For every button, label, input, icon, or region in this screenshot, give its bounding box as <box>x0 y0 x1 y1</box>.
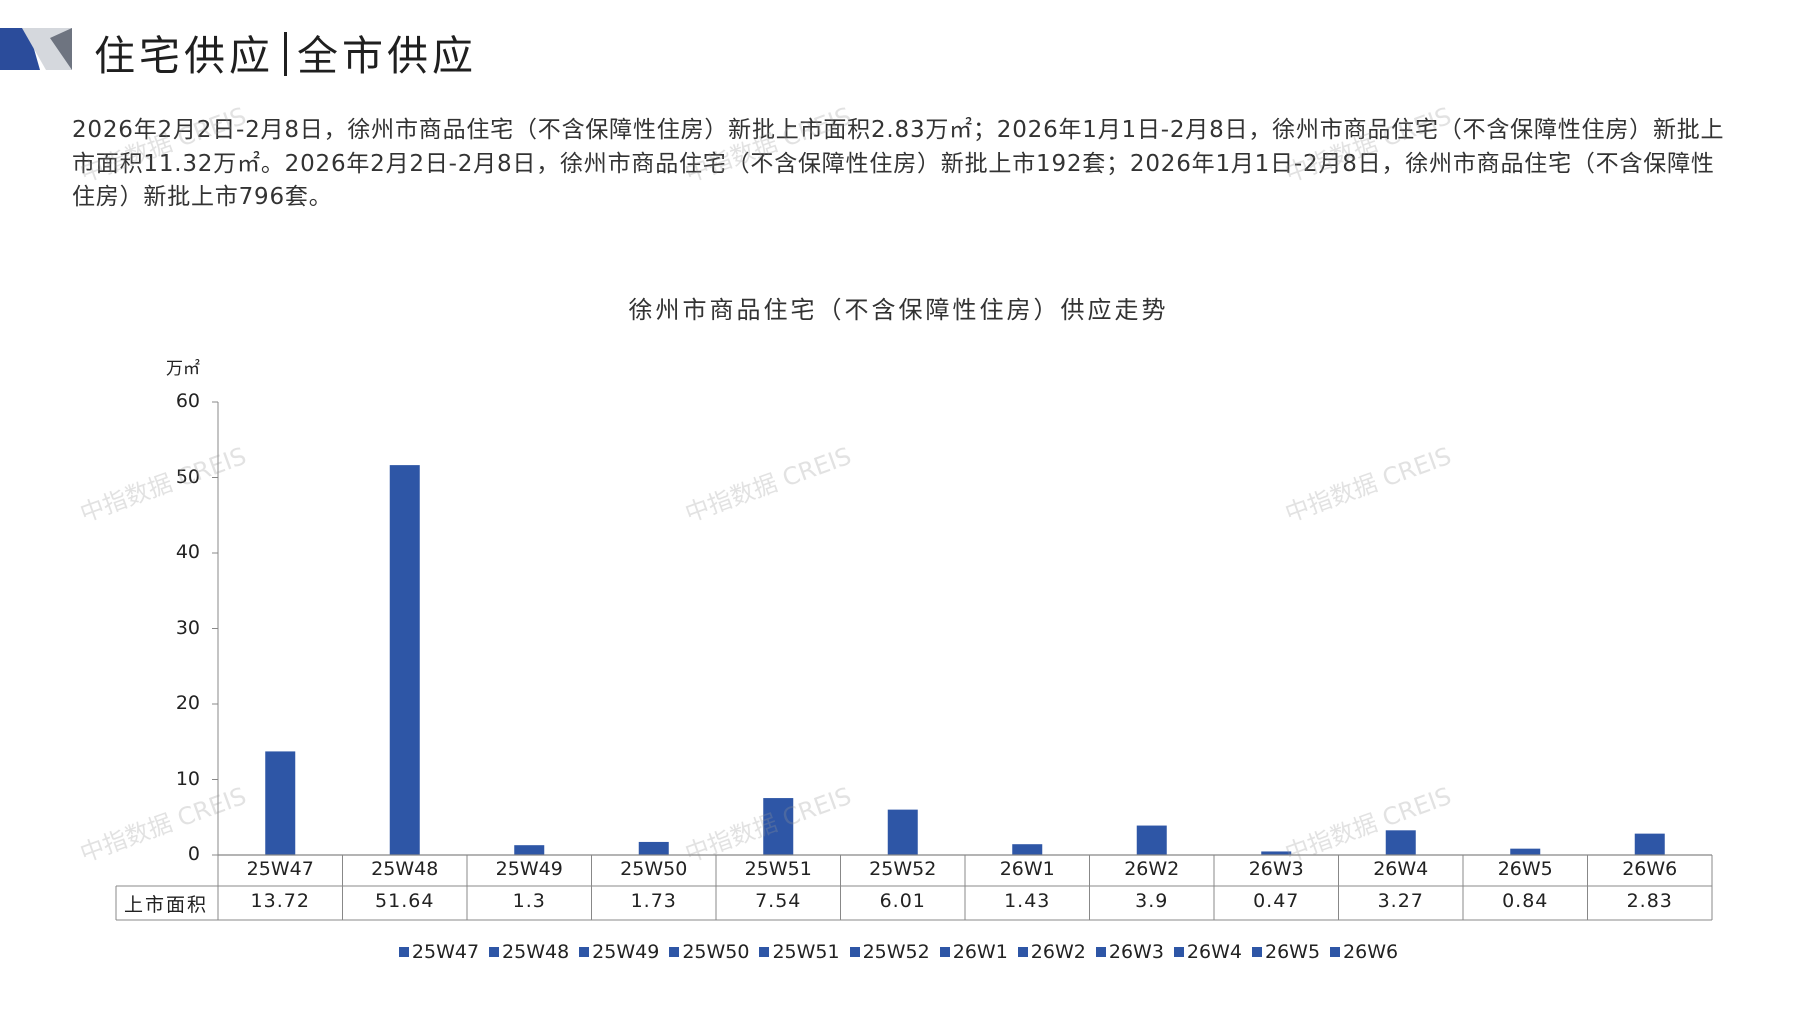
legend-swatch <box>1330 947 1341 957</box>
data-label: 1.73 <box>630 890 677 912</box>
legend-label: 25W49 <box>592 941 660 963</box>
legend-swatch <box>1095 947 1106 957</box>
bar-26W2 <box>1136 825 1167 855</box>
data-label: 51.64 <box>375 890 435 912</box>
x-tick-label: 25W50 <box>620 858 688 880</box>
legend-swatch <box>398 947 409 957</box>
legend-item: 26W1 <box>939 941 1008 963</box>
data-label: 2.83 <box>1626 890 1673 912</box>
data-label: 0.84 <box>1502 890 1549 912</box>
data-label: 1.43 <box>1004 890 1051 912</box>
legend-swatch <box>849 947 860 957</box>
bar-25W49 <box>514 845 545 855</box>
x-tick-label: 26W3 <box>1248 858 1304 880</box>
y-tick-label: 50 <box>175 465 200 488</box>
legend-label: 26W5 <box>1264 941 1321 963</box>
y-tick-label: 20 <box>175 692 200 714</box>
data-label: 6.01 <box>879 890 926 912</box>
legend-label: 26W2 <box>1030 941 1086 963</box>
x-tick-label: 25W51 <box>744 858 812 880</box>
legend-item: 25W50 <box>669 941 749 963</box>
legend-label: 25W48 <box>502 941 570 963</box>
legend-swatch <box>939 947 950 957</box>
summary-text: 2026年2月2日-2月8日，徐州市商品住宅（不含保障性住房）新批上市面积2.8… <box>72 117 1725 210</box>
x-tick-label: 26W4 <box>1373 858 1429 880</box>
x-tick-label: 25W49 <box>495 858 563 880</box>
data-label: 0.47 <box>1253 890 1300 912</box>
bar-26W6 <box>1634 833 1665 855</box>
bar-25W50 <box>638 841 669 855</box>
legend-item: 25W52 <box>849 941 930 963</box>
legend-item: 26W4 <box>1173 941 1242 963</box>
legend-item: 25W48 <box>489 941 569 963</box>
y-tick-label: 30 <box>175 616 200 639</box>
x-tick-label: 26W6 <box>1622 858 1678 880</box>
page-title: 住宅供应 全市供应 <box>94 22 477 82</box>
x-tick-label: 26W1 <box>999 858 1055 880</box>
legend-swatch <box>669 947 680 957</box>
data-label: 13.72 <box>250 890 310 912</box>
x-tick-label: 25W47 <box>246 858 314 880</box>
page-title-left: 住宅供应 <box>94 32 274 80</box>
bar-25W48 <box>389 465 420 855</box>
x-tick-label: 26W2 <box>1124 858 1180 880</box>
legend-label: 26W6 <box>1343 941 1399 963</box>
bar-26W1 <box>1012 844 1043 855</box>
legend-swatch <box>1173 947 1184 957</box>
logo-dark-shape <box>50 28 72 70</box>
legend-item: 25W51 <box>759 941 840 963</box>
data-label: 1.3 <box>512 890 546 912</box>
page-title-right: 全市供应 <box>297 32 477 80</box>
chart-legend: 25W47 25W48 25W49 25W50 25W51 25W52 26W1 26W2 26… <box>0 941 1797 963</box>
data-label: 7.54 <box>755 890 802 912</box>
legend-label: 26W4 <box>1186 941 1242 963</box>
legend-swatch <box>579 947 590 957</box>
legend-label: 25W47 <box>411 941 480 963</box>
legend-item: 26W5 <box>1251 941 1321 963</box>
y-tick-label: 10 <box>175 767 200 790</box>
legend-item: 26W2 <box>1017 941 1086 963</box>
data-label: 3.9 <box>1135 890 1169 912</box>
bar-26W3 <box>1261 851 1292 855</box>
legend-item: 26W3 <box>1095 941 1164 963</box>
legend-item: 25W49 <box>579 941 659 963</box>
legend-label: 25W51 <box>772 941 840 963</box>
legend-label: 26W1 <box>952 941 1008 963</box>
y-tick-label: 0 <box>187 843 200 865</box>
legend-label: 25W52 <box>862 941 930 963</box>
legend-label: 26W3 <box>1108 941 1164 963</box>
y-tick-label: 60 <box>175 390 200 412</box>
y-tick-label: 40 <box>175 541 200 563</box>
bar-25W51 <box>763 798 794 855</box>
legend-swatch <box>1017 947 1028 957</box>
header-logo <box>0 28 72 70</box>
y-axis-unit: 万㎡ <box>166 359 200 379</box>
legend-swatch <box>1251 947 1262 957</box>
chart-title: 徐州市商品住宅（不含保障性住房）供应走势 <box>628 296 1169 324</box>
legend-item: 26W6 <box>1330 941 1398 963</box>
legend-swatch <box>759 947 770 957</box>
title-separator <box>284 32 287 76</box>
table-row-label: 上市面积 <box>123 894 208 916</box>
x-tick-label: 25W48 <box>371 858 439 880</box>
legend-item: 25W47 <box>398 941 480 963</box>
data-label: 3.27 <box>1377 890 1424 912</box>
bar-25W47 <box>265 751 296 855</box>
bar-25W52 <box>887 809 918 855</box>
bar-26W4 <box>1385 830 1416 855</box>
x-tick-label: 26W5 <box>1497 858 1553 880</box>
legend-label: 25W50 <box>682 941 750 963</box>
legend-swatch <box>489 947 500 957</box>
bar-26W5 <box>1510 848 1541 855</box>
x-tick-label: 25W52 <box>869 858 937 880</box>
